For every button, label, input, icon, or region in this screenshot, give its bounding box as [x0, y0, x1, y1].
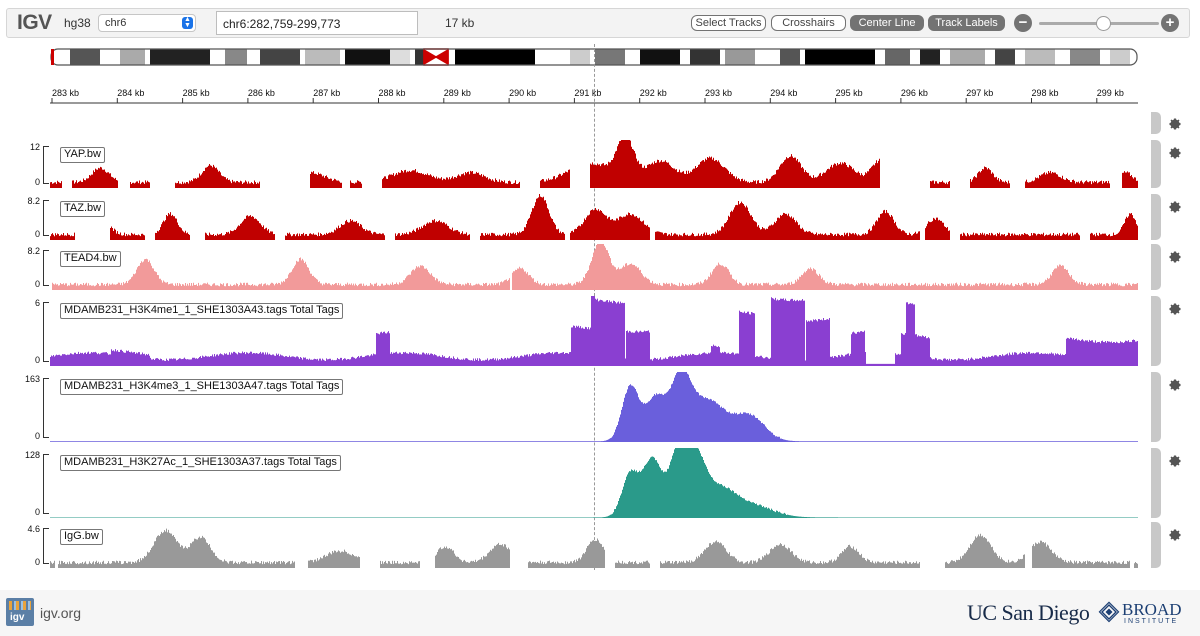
ruler-tick-label: 292 kb	[640, 88, 667, 98]
chromosome-value: chr6	[105, 17, 127, 29]
locus-search-input[interactable]: chr6:282,759-299,773	[216, 11, 418, 35]
track-scale-min: 0	[34, 431, 40, 441]
track-gear-icon[interactable]	[1168, 250, 1182, 264]
genome-label[interactable]: hg38	[64, 16, 91, 30]
crosshairs-button[interactable]: Crosshairs	[771, 15, 846, 31]
ruler-tick-label: 295 kb	[836, 88, 863, 98]
track-scale-max: 163	[24, 374, 40, 384]
select-chevron-icon: ▲ ▼	[182, 16, 193, 29]
ruler-tick-label: 284 kb	[117, 88, 144, 98]
select-tracks-button[interactable]: Select Tracks	[691, 15, 766, 31]
track-label[interactable]: MDAMB231_H3K27Ac_1_SHE1303A37.tags Total…	[60, 455, 341, 471]
track-scale-min: 0	[34, 229, 40, 239]
track-scale-max: 12	[29, 142, 40, 152]
broad-title[interactable]: BROAD	[1122, 600, 1182, 619]
track-label[interactable]: IgG.bw	[60, 529, 103, 545]
chromosome-select[interactable]: chr6 ▲ ▼	[98, 14, 196, 32]
track-7-signal[interactable]	[50, 528, 1138, 568]
track-scale-min: 0	[34, 279, 40, 289]
track-scale-max: 4.6	[27, 524, 40, 534]
ruler-tick-label: 299 kb	[1097, 88, 1124, 98]
track-scale-min: 0	[34, 507, 40, 517]
ruler-tick-label: 286 kb	[248, 88, 275, 98]
ruler-tick-label: 296 kb	[901, 88, 928, 98]
track-3-signal[interactable]	[50, 244, 1138, 290]
genomic-ruler[interactable]: 283 kb 284 kb 285 kb 286 kb 287 kb 288 kb 289 …	[50, 88, 1140, 108]
track-label[interactable]: TEAD4.bw	[60, 251, 121, 267]
ucsd-logo[interactable]: UC San Diego	[967, 600, 1090, 625]
track-side-tab[interactable]	[1151, 194, 1161, 240]
track-label[interactable]: TAZ.bw	[60, 201, 106, 217]
zoom-in-icon[interactable]: +	[1161, 14, 1179, 32]
ruler-tick-label: 287 kb	[313, 88, 340, 98]
track-side-tab[interactable]	[1151, 522, 1161, 568]
zoom-slider-thumb[interactable]	[1096, 16, 1111, 31]
ruler-tick-label: 288 kb	[379, 88, 406, 98]
track-signal-area	[50, 296, 1138, 366]
track-scale-bar	[43, 200, 49, 236]
ruler-tick-label: 290 kb	[509, 88, 536, 98]
ruler-track-side-tab[interactable]	[1151, 112, 1161, 134]
broad-logo-icon[interactable]	[1098, 601, 1120, 623]
track-gear-icon[interactable]	[1168, 146, 1182, 160]
igv-footer-logo-icon[interactable]: igv	[6, 598, 34, 626]
track-scale-bar	[43, 146, 49, 184]
track-1-signal[interactable]	[50, 140, 1138, 188]
igv-logo: IGV	[17, 11, 52, 34]
center-line-button[interactable]: Center Line	[850, 15, 924, 31]
ruler-gear-icon[interactable]	[1168, 117, 1182, 131]
track-side-tab[interactable]	[1151, 448, 1161, 518]
igv-org-link[interactable]: igv.org	[40, 605, 81, 621]
ruler-tick-label: 293 kb	[705, 88, 732, 98]
track-label[interactable]: YAP.bw	[60, 147, 105, 163]
ruler-tick-label: 294 kb	[770, 88, 797, 98]
track-4-signal[interactable]	[50, 296, 1138, 366]
track-signal-area	[50, 244, 1138, 290]
track-label[interactable]: MDAMB231_H3K4me3_1_SHE1303A47.tags Total…	[60, 379, 344, 395]
track-scale-bar	[43, 454, 49, 514]
window-size: 17 kb	[445, 16, 475, 30]
track-scale-min: 0	[34, 177, 40, 187]
track-gear-icon[interactable]	[1168, 302, 1182, 316]
track-labels-button[interactable]: Track Labels	[928, 15, 1005, 31]
track-scale-min: 0	[34, 557, 40, 567]
track-scale-max: 6	[34, 298, 40, 308]
ruler-tick-label: 283 kb	[52, 88, 79, 98]
track-scale-min: 0	[34, 355, 40, 365]
track-side-tab[interactable]	[1151, 296, 1161, 366]
track-scale-bar	[43, 250, 49, 286]
broad-subtitle: INSTITUTE	[1124, 618, 1179, 625]
igv-navbar: IGV hg38 chr6 ▲ ▼ chr6:282,759-299,773 17…	[6, 8, 1190, 38]
track-gear-icon[interactable]	[1168, 528, 1182, 542]
track-gear-icon[interactable]	[1168, 454, 1182, 468]
track-scale-bar	[43, 378, 49, 438]
track-side-tab[interactable]	[1151, 244, 1161, 290]
track-signal-area	[50, 194, 1138, 240]
track-scale-bar	[43, 528, 49, 564]
track-label[interactable]: MDAMB231_H3K4me1_1_SHE1303A43.tags Total…	[60, 303, 344, 319]
track-area[interactable]	[50, 130, 1140, 570]
track-signal-area	[50, 528, 1138, 568]
track-scale-max: 128	[24, 450, 40, 460]
track-scale-max: 8.2	[27, 196, 40, 206]
ruler-tick-label: 297 kb	[966, 88, 993, 98]
track-gear-icon[interactable]	[1168, 200, 1182, 214]
zoom-out-icon[interactable]: −	[1014, 14, 1032, 32]
track-2-signal[interactable]	[50, 194, 1138, 240]
track-side-tab[interactable]	[1151, 372, 1161, 442]
track-scale-bar	[43, 302, 49, 362]
ruler-tick-label: 289 kb	[444, 88, 471, 98]
ruler-tick-label: 285 kb	[183, 88, 210, 98]
chromosome-ideogram[interactable]	[50, 48, 1140, 66]
track-side-tab[interactable]	[1151, 140, 1161, 188]
track-signal-area	[50, 140, 1138, 188]
footer: igv igv.org UC San Diego BROAD INSTITUTE	[0, 590, 1200, 636]
track-scale-max: 8.2	[27, 246, 40, 256]
ruler-tick-label: 298 kb	[1032, 88, 1059, 98]
ruler-tick-label: 291 kb	[574, 88, 601, 98]
track-gear-icon[interactable]	[1168, 378, 1182, 392]
